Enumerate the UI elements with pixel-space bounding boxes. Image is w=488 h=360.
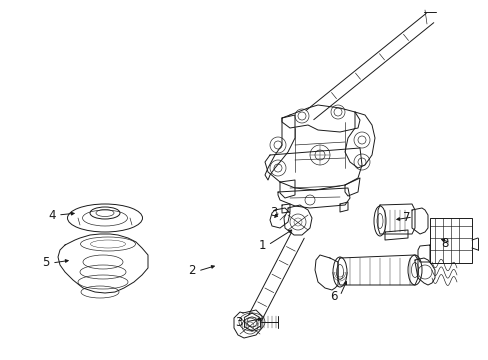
Text: 3: 3 — [235, 315, 242, 328]
Text: 6: 6 — [329, 289, 337, 302]
Text: 3: 3 — [270, 206, 277, 219]
Text: 8: 8 — [440, 237, 448, 249]
Text: 4: 4 — [48, 208, 56, 221]
Text: 1: 1 — [258, 239, 265, 252]
Text: 2: 2 — [188, 265, 195, 278]
Bar — [429, 218, 471, 263]
Text: 7: 7 — [403, 211, 410, 224]
Text: 5: 5 — [42, 256, 50, 270]
